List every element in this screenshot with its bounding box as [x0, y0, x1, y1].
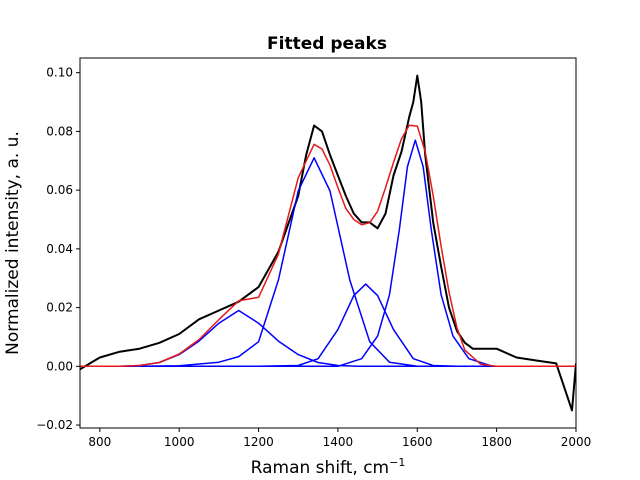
x-tick-label: 2000: [561, 435, 592, 449]
x-tick-label: 1600: [402, 435, 433, 449]
y-axis: −0.02 0.00 0.02 0.04 0.06 0.08 0.10: [36, 66, 80, 432]
y-tick-label: 0.08: [46, 124, 73, 138]
fitted-component-line-4: [80, 139, 576, 368]
x-tick-label: 1200: [243, 435, 274, 449]
y-tick-label: 0.04: [46, 242, 73, 256]
x-tick-label: 800: [88, 435, 111, 449]
plot-area: [79, 57, 577, 429]
y-tick-label: −0.02: [36, 418, 73, 432]
x-tick-label: 1400: [323, 435, 354, 449]
y-tick-label: 0.10: [46, 66, 73, 80]
x-axis-label: Raman shift, cm−1: [251, 456, 406, 478]
chart-title: Fitted peaks: [267, 34, 387, 54]
x-axis-label-superscript: −1: [389, 456, 405, 469]
fit-curve-line: [80, 124, 576, 368]
fitted-component-line-3: [80, 283, 576, 368]
x-tick-label: 1000: [164, 435, 195, 449]
y-tick-label: 0.06: [46, 183, 73, 197]
y-axis-label: Normalized intensity, a. u.: [3, 131, 23, 355]
measured-spectrum-line: [80, 74, 576, 412]
fitted-component-line-2: [80, 157, 576, 368]
plot-frame: [79, 57, 577, 429]
x-tick-label: 1800: [481, 435, 512, 449]
fitted-component-line-1: [80, 309, 576, 368]
x-axis: 800 1000 1200 1400 1600 1800 2000: [88, 428, 591, 449]
y-tick-label: 0.02: [46, 301, 73, 315]
y-tick-label: 0.00: [46, 359, 73, 373]
